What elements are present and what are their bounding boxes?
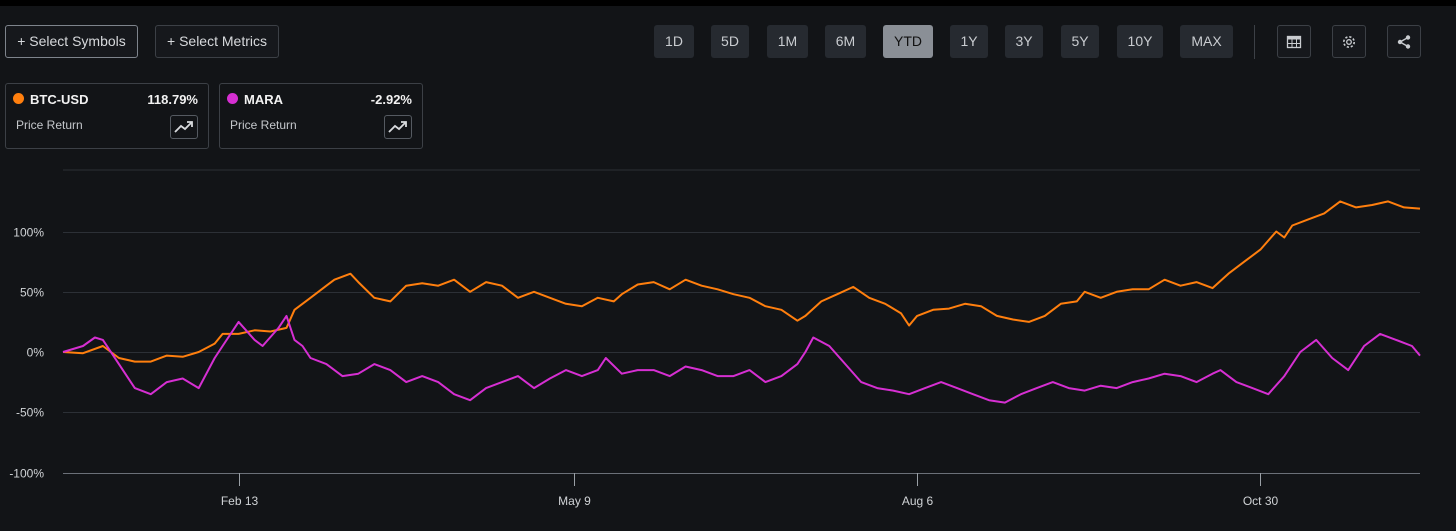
y-tick-label: -50% bbox=[16, 406, 44, 420]
legend-card-btc[interactable]: BTC-USD 118.79% Price Return bbox=[5, 83, 209, 149]
y-tick-label: 100% bbox=[13, 226, 44, 240]
mara-metric-label: Price Return bbox=[230, 118, 297, 132]
top-border bbox=[0, 0, 1456, 6]
range-1d-button[interactable]: 1D bbox=[654, 25, 694, 58]
range-5y-button[interactable]: 5Y bbox=[1061, 25, 1099, 58]
gear-icon bbox=[1343, 35, 1355, 48]
share-button[interactable] bbox=[1387, 25, 1421, 58]
settings-button[interactable] bbox=[1332, 25, 1366, 58]
share-icon bbox=[1397, 34, 1411, 49]
table-icon bbox=[1286, 35, 1302, 48]
range-max-button[interactable]: MAX bbox=[1180, 25, 1233, 58]
y-tick-label: 0% bbox=[27, 346, 45, 360]
table-view-button[interactable] bbox=[1277, 25, 1311, 58]
x-tick-label: Aug 6 bbox=[902, 494, 934, 508]
range-1m-button[interactable]: 1M bbox=[767, 25, 808, 58]
x-tick-label: Oct 30 bbox=[1243, 494, 1279, 508]
series-line-btc-usd[interactable] bbox=[62, 200, 1421, 363]
btc-symbol-label: BTC-USD bbox=[30, 92, 89, 107]
btc-return-value: 118.79% bbox=[147, 92, 198, 107]
range-10y-button[interactable]: 10Y bbox=[1117, 25, 1163, 58]
range-5d-button[interactable]: 5D bbox=[711, 25, 749, 58]
mara-return-value: -2.92% bbox=[370, 92, 412, 107]
mara-symbol-label: MARA bbox=[244, 92, 283, 107]
btc-color-dot bbox=[13, 93, 24, 104]
select-metrics-button[interactable]: + Select Metrics bbox=[155, 25, 279, 58]
y-tick-label: 50% bbox=[20, 286, 44, 300]
y-tick-label: -100% bbox=[9, 467, 44, 481]
range-ytd-button[interactable]: YTD bbox=[883, 25, 933, 58]
toolbar-divider bbox=[1254, 25, 1255, 59]
range-6m-button[interactable]: 6M bbox=[825, 25, 866, 58]
range-1y-button[interactable]: 1Y bbox=[950, 25, 988, 58]
range-3y-button[interactable]: 3Y bbox=[1005, 25, 1043, 58]
trend-up-icon bbox=[388, 121, 407, 133]
series-line-mara[interactable] bbox=[62, 314, 1421, 404]
trend-up-icon bbox=[174, 121, 193, 133]
legend-card-mara[interactable]: MARA -2.92% Price Return bbox=[219, 83, 423, 149]
mara-color-dot bbox=[227, 93, 238, 104]
btc-trend-button[interactable] bbox=[170, 115, 198, 139]
btc-metric-label: Price Return bbox=[16, 118, 83, 132]
select-symbols-button[interactable]: + Select Symbols bbox=[5, 25, 138, 58]
mara-trend-button[interactable] bbox=[384, 115, 412, 139]
x-tick-label: May 9 bbox=[558, 494, 591, 508]
x-tick-label: Feb 13 bbox=[221, 494, 259, 508]
